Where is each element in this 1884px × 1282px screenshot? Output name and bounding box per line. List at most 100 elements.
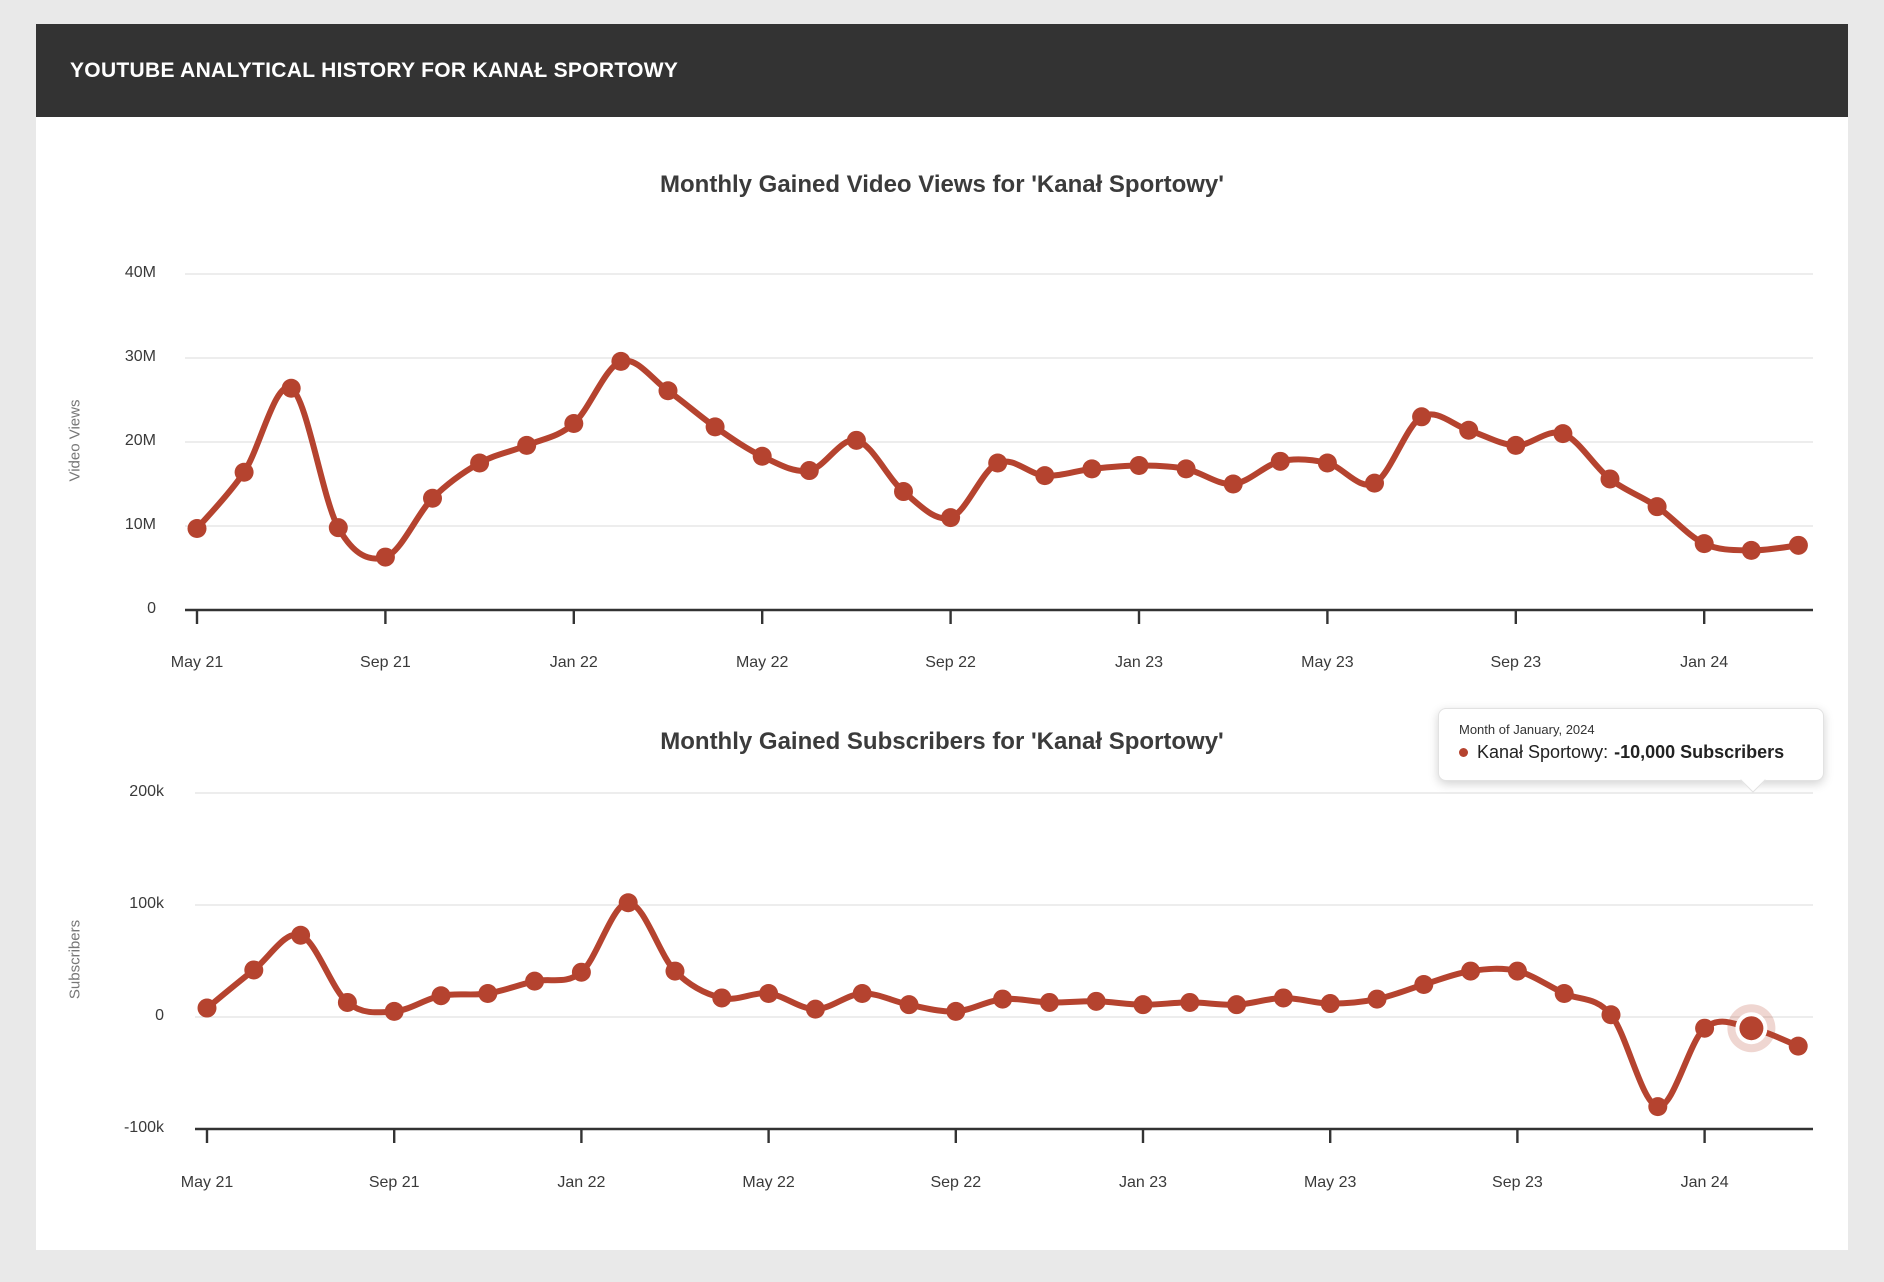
tooltip-date: Month of January, 2024: [1459, 722, 1595, 737]
views-data-point[interactable]: [658, 381, 678, 401]
views-data-point[interactable]: [470, 453, 490, 473]
views-data-point[interactable]: [1317, 453, 1337, 473]
subs-data-point[interactable]: [1086, 991, 1106, 1011]
subs-data-point[interactable]: [1414, 975, 1434, 995]
subs-x-tick-label: May 22: [742, 1174, 795, 1191]
subs-y-tick-label: -100k: [123, 1119, 164, 1136]
subs-data-point[interactable]: [618, 893, 638, 913]
views-x-tick-label: Jan 23: [1114, 654, 1164, 671]
subs-data-point[interactable]: [1554, 983, 1574, 1003]
views-data-point[interactable]: [1553, 424, 1573, 444]
subs-data-point[interactable]: [337, 992, 357, 1012]
views-data-point[interactable]: [1694, 534, 1714, 554]
views-data-point[interactable]: [1647, 497, 1667, 517]
subs-data-point[interactable]: [1039, 992, 1059, 1012]
subs-data-point[interactable]: [571, 962, 591, 982]
subs-data-point[interactable]: [525, 971, 545, 991]
views-data-point[interactable]: [941, 508, 961, 528]
subs-data-point[interactable]: [1507, 961, 1527, 981]
views-data-point[interactable]: [752, 446, 772, 466]
subs-data-point[interactable]: [478, 983, 498, 1003]
subs-data-point[interactable]: [1695, 1018, 1715, 1038]
subscribers-y-axis-title: Subscribers: [66, 919, 84, 1000]
views-x-tick-label: Jan 22: [549, 654, 598, 671]
subs-data-point[interactable]: [852, 983, 872, 1003]
tooltip-value-line: Kanał Sportowy: -10,000 Subscribers: [1459, 742, 1823, 763]
subs-y-tick-label: 200k: [129, 783, 164, 800]
subs-data-point[interactable]: [1133, 995, 1153, 1015]
subs-data-point[interactable]: [665, 961, 685, 981]
views-data-point[interactable]: [1129, 456, 1149, 476]
views-y-tick-label: 30M: [124, 348, 156, 365]
subs-data-point[interactable]: [1273, 988, 1293, 1008]
views-data-point[interactable]: [1035, 466, 1055, 486]
series-bullet-icon: [1459, 748, 1468, 757]
views-data-point[interactable]: [894, 482, 913, 502]
views-x-tick-label: May 21: [170, 654, 224, 671]
page-title: YOUTUBE ANALYTICAL HISTORY FOR KANAŁ SPO…: [70, 58, 679, 82]
views-x-tick-label: May 23: [1301, 654, 1354, 671]
views-data-point[interactable]: [517, 435, 537, 455]
views-x-tick-label: Sep 23: [1490, 654, 1542, 671]
subs-x-tick-label: Jan 22: [557, 1174, 606, 1191]
subs-data-point[interactable]: [1367, 989, 1387, 1009]
subs-data-point[interactable]: [1788, 1036, 1808, 1056]
views-data-point[interactable]: [234, 462, 254, 482]
subs-data-point[interactable]: [384, 1001, 404, 1021]
subs-y-tick-label: 100k: [129, 895, 164, 912]
subs-data-point[interactable]: [1648, 1097, 1668, 1117]
views-data-point[interactable]: [375, 547, 395, 567]
subs-data-point[interactable]: [197, 998, 217, 1018]
views-chart-title: Monthly Gained Video Views for 'Kanał Sp…: [660, 171, 1224, 198]
views-data-point[interactable]: [1741, 540, 1761, 560]
views-data-point[interactable]: [611, 351, 631, 371]
subs-x-tick-label: Jan 23: [1118, 1174, 1168, 1191]
views-data-point[interactable]: [564, 414, 584, 434]
subs-data-point[interactable]: [1320, 994, 1340, 1014]
hovered-data-point[interactable]: [1739, 1016, 1764, 1041]
subs-x-tick-label: Sep 21: [368, 1174, 420, 1191]
views-y-tick-label: 40M: [124, 264, 156, 281]
views-data-point[interactable]: [1176, 459, 1196, 479]
subs-data-point[interactable]: [946, 1001, 966, 1021]
views-data-point[interactable]: [1223, 474, 1243, 494]
views-data-point[interactable]: [187, 519, 207, 539]
views-data-point[interactable]: [1600, 469, 1620, 489]
subscribers-chart-title: Monthly Gained Subscribers for 'Kanał Sp…: [660, 728, 1224, 755]
subs-data-point[interactable]: [1601, 1005, 1621, 1025]
tooltip-series-name: Kanał Sportowy:: [1477, 742, 1609, 762]
views-data-point[interactable]: [1412, 407, 1432, 427]
subs-data-point[interactable]: [805, 999, 825, 1019]
subs-data-point[interactable]: [1227, 995, 1247, 1015]
subs-data-point[interactable]: [431, 986, 451, 1006]
views-data-point[interactable]: [1082, 459, 1102, 479]
views-data-point[interactable]: [281, 378, 301, 398]
views-data-point[interactable]: [846, 430, 866, 450]
views-data-point[interactable]: [1459, 420, 1479, 440]
subs-data-point[interactable]: [1180, 992, 1200, 1012]
views-data-point[interactable]: [1365, 473, 1384, 493]
subs-data-point[interactable]: [1461, 961, 1481, 981]
subs-data-point[interactable]: [291, 925, 311, 945]
views-data-point[interactable]: [328, 518, 348, 538]
views-data-point[interactable]: [988, 453, 1008, 473]
views-data-point[interactable]: [1788, 535, 1808, 555]
views-data-point[interactable]: [423, 488, 442, 508]
subs-data-point[interactable]: [712, 988, 732, 1008]
header-bar: YOUTUBE ANALYTICAL HISTORY FOR KANAŁ SPO…: [36, 24, 1848, 117]
views-data-point[interactable]: [705, 417, 725, 437]
views-data-point[interactable]: [799, 461, 819, 481]
dashboard-card: YOUTUBE ANALYTICAL HISTORY FOR KANAŁ SPO…: [36, 24, 1848, 1250]
views-y-tick-label: 10M: [124, 516, 156, 533]
views-x-tick-label: Jan 24: [1680, 654, 1729, 671]
subs-x-tick-label: May 21: [180, 1174, 234, 1191]
subs-data-point[interactable]: [759, 983, 779, 1003]
subs-data-point[interactable]: [244, 960, 264, 980]
views-y-tick-label: 20M: [124, 432, 156, 449]
views-data-point[interactable]: [1506, 435, 1526, 455]
subs-data-point[interactable]: [993, 989, 1013, 1009]
tooltip: Month of January, 2024 Kanał Sportowy: -…: [1438, 708, 1824, 793]
subs-data-point[interactable]: [899, 995, 919, 1015]
views-data-point[interactable]: [1270, 451, 1290, 471]
